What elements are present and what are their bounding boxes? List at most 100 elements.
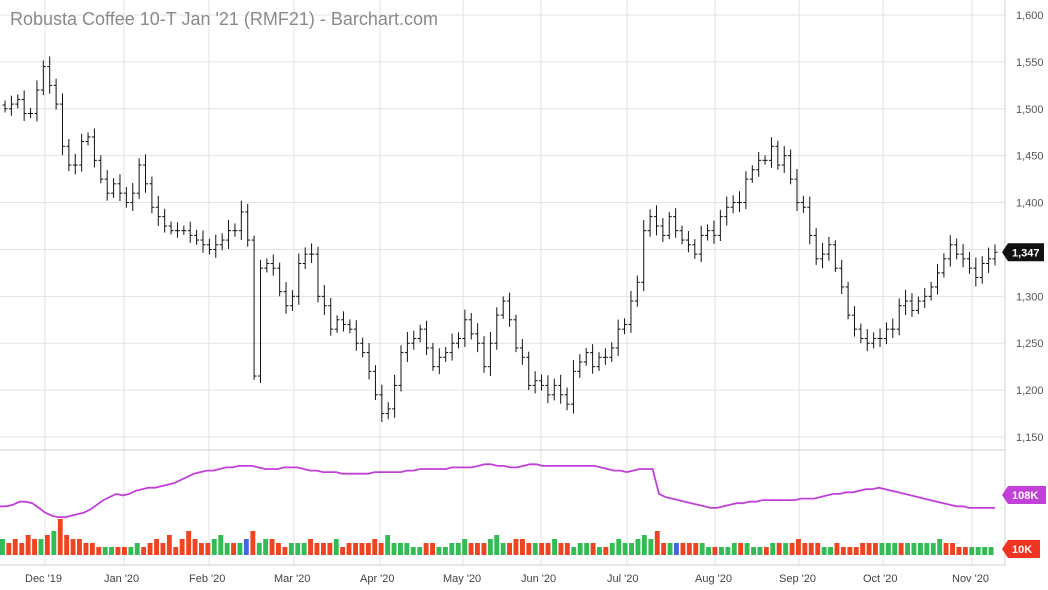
x-tick-label: Nov '20	[952, 573, 989, 585]
volume-bar	[57, 519, 63, 555]
ohlc-bar	[328, 297, 334, 336]
ohlc-bar	[91, 128, 97, 168]
volume-bar	[237, 543, 243, 555]
ohlc-bar	[551, 378, 557, 401]
y-tick-label: 1,550	[1016, 57, 1044, 69]
ohlc-bar	[245, 204, 251, 247]
volume-bar	[930, 543, 936, 555]
ohlc-bar	[539, 374, 545, 391]
ohlc-bar	[238, 200, 244, 241]
ohlc-bar	[775, 140, 781, 170]
volume-bar	[410, 547, 416, 555]
volume-bar	[962, 547, 968, 555]
ohlc-bar	[475, 323, 481, 353]
x-tick-label: Mar '20	[274, 573, 310, 585]
volume-bar	[385, 535, 391, 555]
volume-bar	[545, 543, 551, 555]
last-price-badge-text: 1,347	[1012, 247, 1040, 259]
ohlc-bar	[334, 315, 340, 333]
ohlc-bar	[111, 178, 117, 198]
y-axis: 1,6001,5501,5001,4501,4001,3501,3001,250…	[1016, 10, 1044, 444]
volume-bar	[468, 543, 474, 555]
ohlc-bar	[877, 328, 883, 347]
volume-bar	[487, 539, 493, 555]
volume-bar	[776, 543, 782, 555]
volume-bar	[879, 543, 885, 555]
ohlc-bar	[960, 244, 966, 268]
volume-bar	[860, 543, 866, 555]
ohlc-bar	[404, 331, 410, 362]
volume-bar	[686, 543, 692, 555]
volume-bar	[744, 543, 750, 555]
volume-bar	[128, 547, 134, 555]
volume-bar	[436, 547, 442, 555]
ohlc-bar	[417, 324, 423, 343]
volume-bar	[821, 547, 827, 555]
ohlc-bar	[545, 375, 551, 404]
volume-bar	[12, 539, 18, 555]
ohlc-bar	[788, 149, 794, 185]
volume-bar	[731, 543, 737, 555]
volume-bar	[333, 539, 339, 555]
volume-bar	[828, 547, 833, 555]
volume-bar	[288, 543, 294, 555]
ohlc-bar	[309, 243, 315, 264]
ohlc-bar	[436, 348, 442, 375]
volume-bar	[295, 543, 301, 555]
volume-bar	[475, 543, 480, 555]
volume-bar	[667, 543, 673, 555]
volume-bar	[250, 531, 256, 555]
ohlc-bar	[647, 209, 653, 237]
ohlc-bar	[117, 174, 123, 202]
y-tick-label: 1,450	[1016, 151, 1044, 163]
volume-bar	[834, 543, 840, 555]
volume-bar	[597, 547, 602, 555]
ohlc-bar	[219, 233, 225, 251]
volume-bar	[19, 543, 25, 555]
volume-bar	[243, 539, 249, 555]
open-interest-badge-shape	[1002, 486, 1046, 504]
volume-bar	[211, 539, 217, 555]
ohlc-bar	[162, 208, 168, 233]
ohlc-bar	[947, 235, 953, 267]
ohlc-bar	[590, 344, 596, 374]
ohlc-bar	[270, 254, 276, 276]
volume-bar	[571, 547, 577, 555]
volume-bar	[674, 543, 679, 555]
ohlc-bar	[705, 224, 711, 241]
ohlc-bar	[903, 289, 909, 316]
ohlc-bar	[28, 107, 34, 119]
volume-bar	[558, 543, 564, 555]
volume-bar	[918, 543, 923, 555]
open-interest-series	[0, 463, 995, 519]
volume-bar	[115, 547, 121, 555]
volume-bar	[815, 543, 821, 555]
volume-bar	[276, 543, 281, 555]
ohlc-bar	[487, 331, 493, 377]
open-interest-line	[0, 463, 995, 519]
volume-bar	[263, 539, 269, 555]
grid-layer	[0, 0, 1005, 565]
ohlc-bar	[462, 309, 468, 347]
ohlc-bar	[570, 360, 576, 414]
volume-bar	[166, 535, 172, 555]
ohlc-bar	[15, 94, 21, 109]
ohlc-bar	[768, 137, 774, 168]
ohlc-bar	[813, 228, 819, 265]
volume-bar	[885, 543, 891, 555]
volume-bar	[526, 543, 532, 555]
volume-bar	[462, 539, 468, 555]
open-interest-badge: 108K	[1002, 486, 1046, 504]
ohlc-bar	[283, 282, 289, 314]
volume-bar	[988, 547, 994, 555]
ohlc-bar	[379, 384, 385, 422]
volume-bar	[154, 539, 159, 555]
volume-bar	[89, 543, 95, 555]
volume-bar	[905, 543, 910, 555]
ohlc-bar	[213, 234, 219, 258]
volume-bar	[802, 543, 808, 555]
ohlc-bar	[526, 351, 532, 391]
volume-bar	[96, 547, 102, 555]
ohlc-bar	[347, 319, 353, 334]
x-tick-label: Oct '20	[863, 573, 898, 585]
